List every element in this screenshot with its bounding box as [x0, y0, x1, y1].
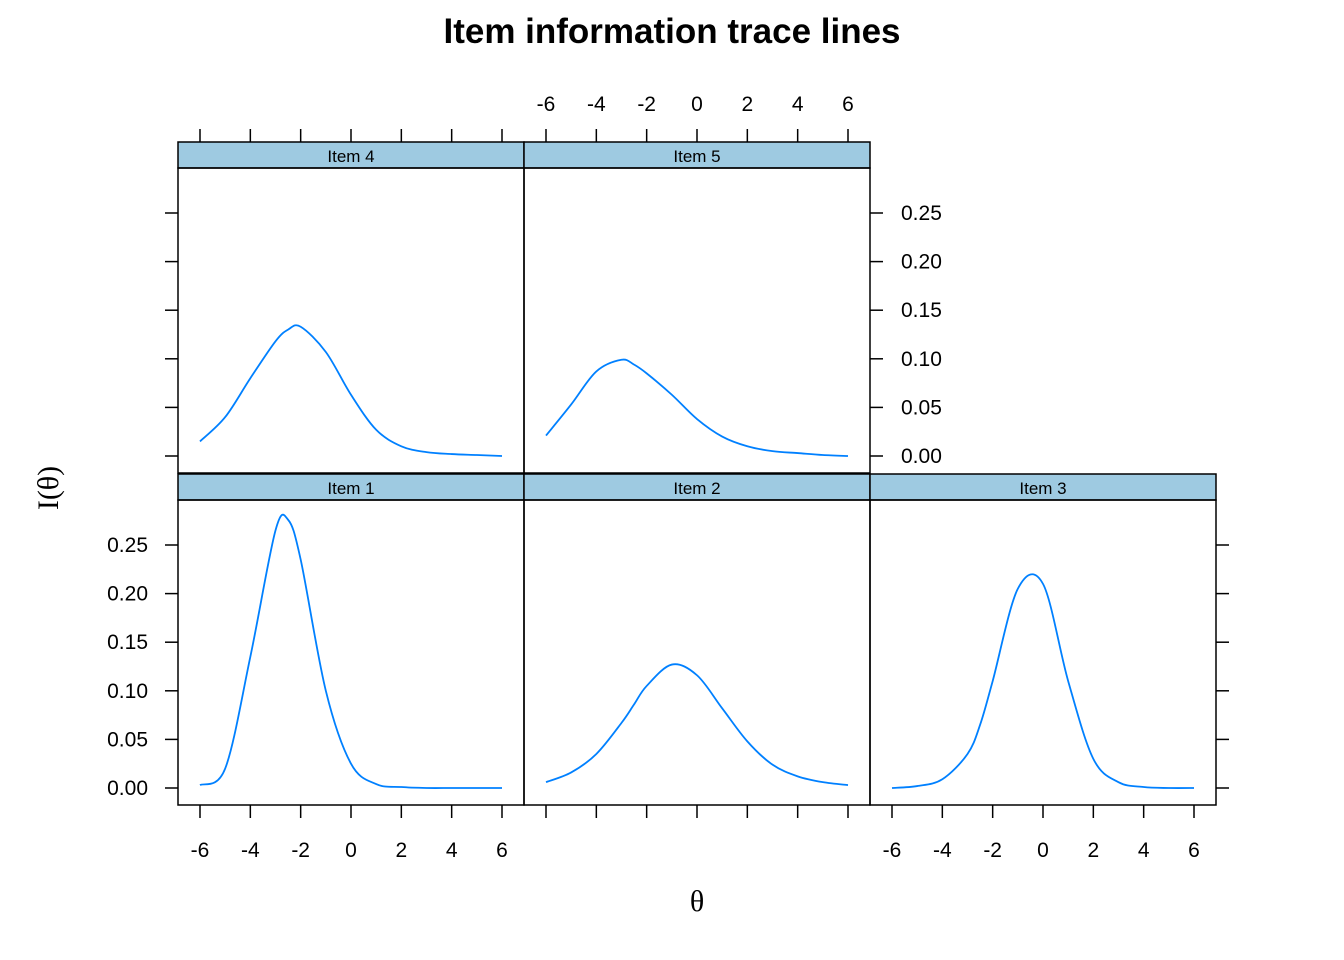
y-axis-label: I(θ)	[32, 466, 65, 510]
x-tick-label: -2	[983, 839, 1002, 862]
panels-group: Item 1 Item 2 Item 3 Item 4 Item 5 -6 -4 -2 0 2 4 6…	[107, 93, 1229, 862]
x-tick-label: 6	[1188, 839, 1200, 862]
panel-frame	[869, 499, 1217, 806]
panel-strip	[177, 473, 525, 501]
panel-strip-label: Item 5	[673, 147, 720, 166]
y-tick-label: 0.20	[107, 583, 148, 606]
panel-3: Item 3	[869, 473, 1217, 806]
x-tick-label: -6	[883, 839, 902, 862]
panel-frame	[177, 167, 525, 474]
x-tick-label: 6	[496, 839, 508, 862]
x-tick-label: 6	[842, 93, 854, 116]
x-tick-label: 2	[395, 839, 407, 862]
panel-2: Item 2	[523, 473, 871, 806]
x-tick-label: 4	[446, 839, 458, 862]
x-tick-label: 2	[1087, 839, 1099, 862]
x-tick-label: 0	[1037, 839, 1049, 862]
x-tick-label: -4	[587, 93, 606, 116]
x-tick-label: 2	[741, 93, 753, 116]
chart-title: Item information trace lines	[443, 12, 900, 51]
panel-strip-label: Item 4	[327, 147, 374, 166]
panel-strip	[523, 473, 871, 501]
series-line	[891, 573, 1195, 789]
x-tick-label: -2	[637, 93, 656, 116]
panel-5: Item 5	[523, 141, 871, 474]
y-tick-label: 0.05	[901, 396, 942, 419]
panel-1: Item 1	[177, 473, 525, 806]
series-line	[199, 513, 502, 789]
y-tick-label: 0.05	[107, 728, 148, 751]
x-tick-label: -2	[291, 839, 310, 862]
y-tick-label: 0.20	[901, 251, 942, 274]
x-tick-label: -6	[537, 93, 556, 116]
y-tick-label: 0.25	[107, 534, 148, 557]
panel-frame	[177, 499, 525, 806]
x-tick-label: 4	[792, 93, 804, 116]
panel-strip-label: Item 1	[327, 479, 374, 498]
y-tick-label: 0.00	[901, 445, 942, 468]
y-tick-label: 0.25	[901, 202, 942, 225]
x-tick-label: 0	[345, 839, 357, 862]
x-tick-label: -6	[191, 839, 210, 862]
y-tick-label: 0.15	[107, 631, 148, 654]
panel-frame	[523, 499, 871, 806]
y-tick-label: 0.10	[901, 348, 942, 371]
y-tick-label: 0.15	[901, 299, 942, 322]
panel-frame	[523, 167, 871, 474]
series-line	[545, 358, 849, 457]
series-line	[199, 324, 503, 457]
panel-4: Item 4	[177, 141, 525, 474]
series-line	[545, 663, 849, 786]
x-tick-label: 0	[691, 93, 703, 116]
x-tick-label: -4	[933, 839, 952, 862]
x-axis-label: θ	[690, 885, 704, 918]
axes-group: -6 -4 -2 0 2 4 6 -6 -4 -2 0 2 4 6 -6 -4 -2 0 2 4 6 0.00 0.05 0.…	[107, 93, 1229, 862]
panel-strip-label: Item 2	[673, 479, 720, 498]
y-tick-label: 0.10	[107, 680, 148, 703]
y-tick-label: 0.00	[107, 777, 148, 800]
x-tick-label: -4	[241, 839, 260, 862]
panel-strip-label: Item 3	[1019, 479, 1066, 498]
x-tick-label: 4	[1138, 839, 1150, 862]
